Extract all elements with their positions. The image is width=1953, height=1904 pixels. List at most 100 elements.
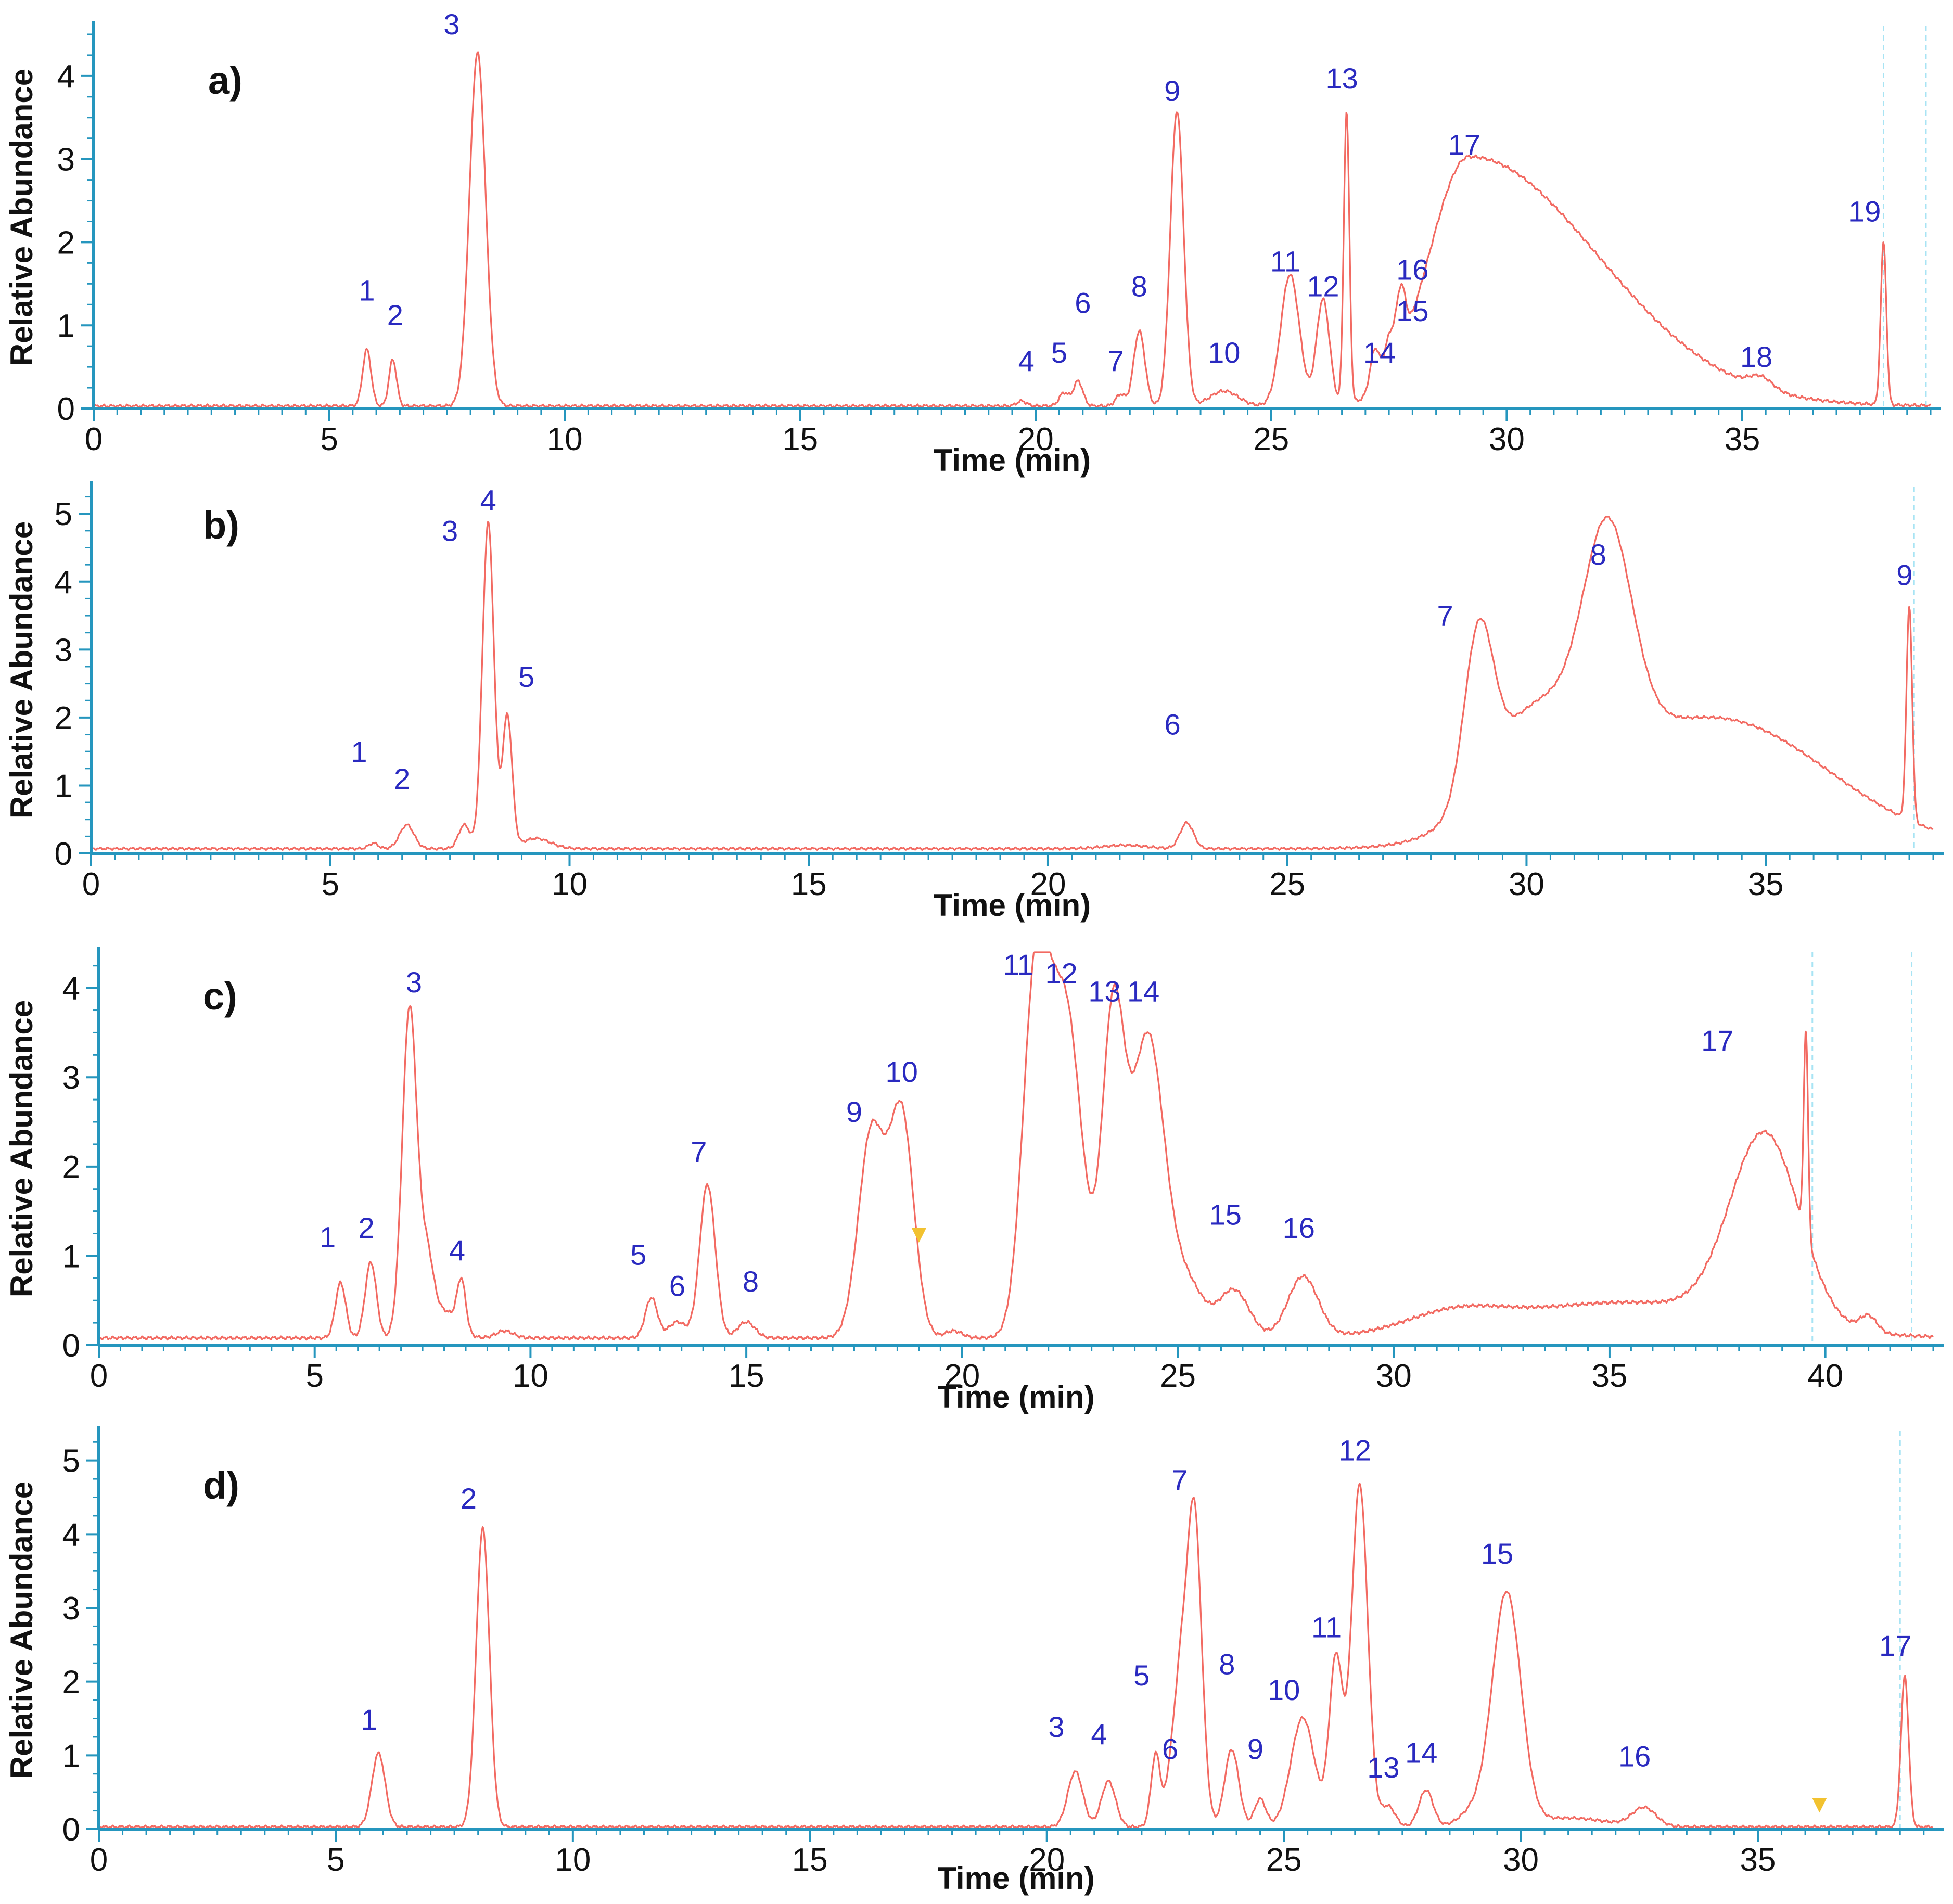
y-axis-title: Relative Abundance [4, 1000, 39, 1297]
peak-label-9: 9 [1164, 74, 1180, 107]
y-tick-label: 4 [62, 971, 80, 1007]
y-axis-title: Relative Abundance [4, 1481, 39, 1779]
y-tick-label: 3 [57, 142, 75, 178]
chromatogram-trace [93, 51, 1932, 408]
x-tick-label: 15 [791, 866, 827, 902]
peak-label-2: 2 [359, 1211, 375, 1244]
x-tick-label: 20 [1018, 421, 1054, 457]
x-tick-label: 10 [513, 1358, 548, 1394]
y-tick-label: 0 [62, 1328, 80, 1364]
x-tick-label: 15 [729, 1358, 764, 1394]
peak-label-12: 12 [1307, 270, 1339, 302]
peak-label-6: 6 [669, 1270, 685, 1302]
marker-arrow [911, 1228, 926, 1243]
peak-label-14: 14 [1127, 975, 1159, 1007]
peak-label-10: 10 [1208, 336, 1240, 369]
peak-label-11: 11 [1270, 245, 1300, 277]
panel-label: c) [203, 975, 237, 1018]
x-tick-label: 30 [1376, 1358, 1412, 1394]
x-tick-label: 20 [1029, 1842, 1065, 1878]
y-tick-label: 0 [57, 391, 75, 427]
x-tick-label: 25 [1269, 866, 1305, 902]
y-tick-label: 0 [55, 836, 72, 872]
peak-label-1: 1 [359, 274, 375, 306]
y-tick-label: 3 [62, 1591, 80, 1627]
peak-label-5: 5 [518, 660, 534, 693]
peak-label-6: 6 [1164, 708, 1180, 741]
x-tick-label: 30 [1489, 421, 1525, 457]
peak-label-8: 8 [1131, 270, 1147, 302]
peak-label-10: 10 [1268, 1673, 1300, 1706]
x-axis-title: Time (min) [934, 888, 1091, 923]
y-tick-label: 5 [62, 1443, 80, 1479]
x-tick-label: 5 [321, 866, 339, 902]
y-tick-label: 1 [62, 1738, 80, 1774]
peak-label-4: 4 [1091, 1718, 1107, 1750]
peak-label-9: 9 [1247, 1732, 1263, 1765]
y-tick-label: 5 [55, 496, 72, 532]
x-axis-title: Time (min) [937, 1861, 1094, 1896]
peak-label-5: 5 [1133, 1659, 1150, 1692]
x-tick-label: 0 [90, 1358, 108, 1394]
peak-label-1: 1 [361, 1703, 377, 1736]
peak-label-2: 2 [394, 762, 410, 795]
x-tick-label: 40 [1807, 1358, 1843, 1394]
x-tick-label: 35 [1740, 1842, 1776, 1878]
peak-label-2: 2 [387, 299, 403, 331]
x-tick-label: 0 [82, 866, 100, 902]
peak-label-10: 10 [886, 1055, 918, 1088]
peak-label-13: 13 [1088, 975, 1120, 1007]
peak-label-15: 15 [1396, 295, 1428, 327]
peak-label-11: 11 [1311, 1611, 1342, 1644]
peak-label-2: 2 [461, 1482, 477, 1515]
y-tick-label: 4 [62, 1517, 80, 1553]
peak-label-17: 17 [1701, 1024, 1733, 1057]
y-axis-title: Relative Abundance [4, 521, 39, 819]
peak-label-12: 12 [1339, 1434, 1371, 1467]
peak-label-4: 4 [480, 484, 496, 517]
peak-label-17: 17 [1879, 1629, 1911, 1662]
peak-label-15: 15 [1209, 1198, 1242, 1231]
x-tick-label: 35 [1724, 421, 1760, 457]
x-tick-label: 0 [90, 1842, 108, 1878]
x-tick-label: 15 [782, 421, 818, 457]
peak-label-16: 16 [1618, 1740, 1651, 1773]
peak-label-14: 14 [1363, 336, 1396, 369]
peak-label-4: 4 [449, 1234, 465, 1267]
marker-arrow [1812, 1798, 1827, 1813]
y-tick-label: 1 [57, 308, 75, 344]
chromatogram-trace [91, 516, 1934, 851]
x-tick-label: 10 [552, 866, 588, 902]
x-tick-label: 15 [792, 1842, 828, 1878]
x-tick-label: 5 [305, 1358, 323, 1394]
panel-label: d) [203, 1464, 239, 1507]
peak-label-1: 1 [320, 1220, 336, 1253]
y-tick-label: 2 [57, 225, 75, 261]
x-tick-label: 0 [85, 421, 103, 457]
y-tick-label: 2 [55, 700, 72, 736]
peak-label-4: 4 [1018, 344, 1035, 377]
peak-label-8: 8 [743, 1265, 759, 1298]
y-tick-label: 3 [62, 1060, 80, 1096]
peak-label-3: 3 [443, 8, 459, 41]
peak-label-9: 9 [846, 1095, 862, 1128]
peak-label-15: 15 [1481, 1537, 1513, 1570]
panel-label: a) [208, 59, 242, 102]
peak-label-3: 3 [406, 966, 422, 999]
x-tick-label: 30 [1503, 1842, 1539, 1878]
peak-label-7: 7 [1437, 599, 1453, 632]
y-tick-label: 0 [62, 1812, 80, 1848]
peak-label-5: 5 [1051, 336, 1067, 369]
peak-label-7: 7 [1171, 1463, 1188, 1496]
peak-label-6: 6 [1162, 1732, 1178, 1765]
x-tick-label: 25 [1253, 421, 1289, 457]
x-tick-label: 10 [547, 421, 583, 457]
peak-label-16: 16 [1396, 253, 1428, 286]
peak-label-17: 17 [1448, 129, 1480, 161]
